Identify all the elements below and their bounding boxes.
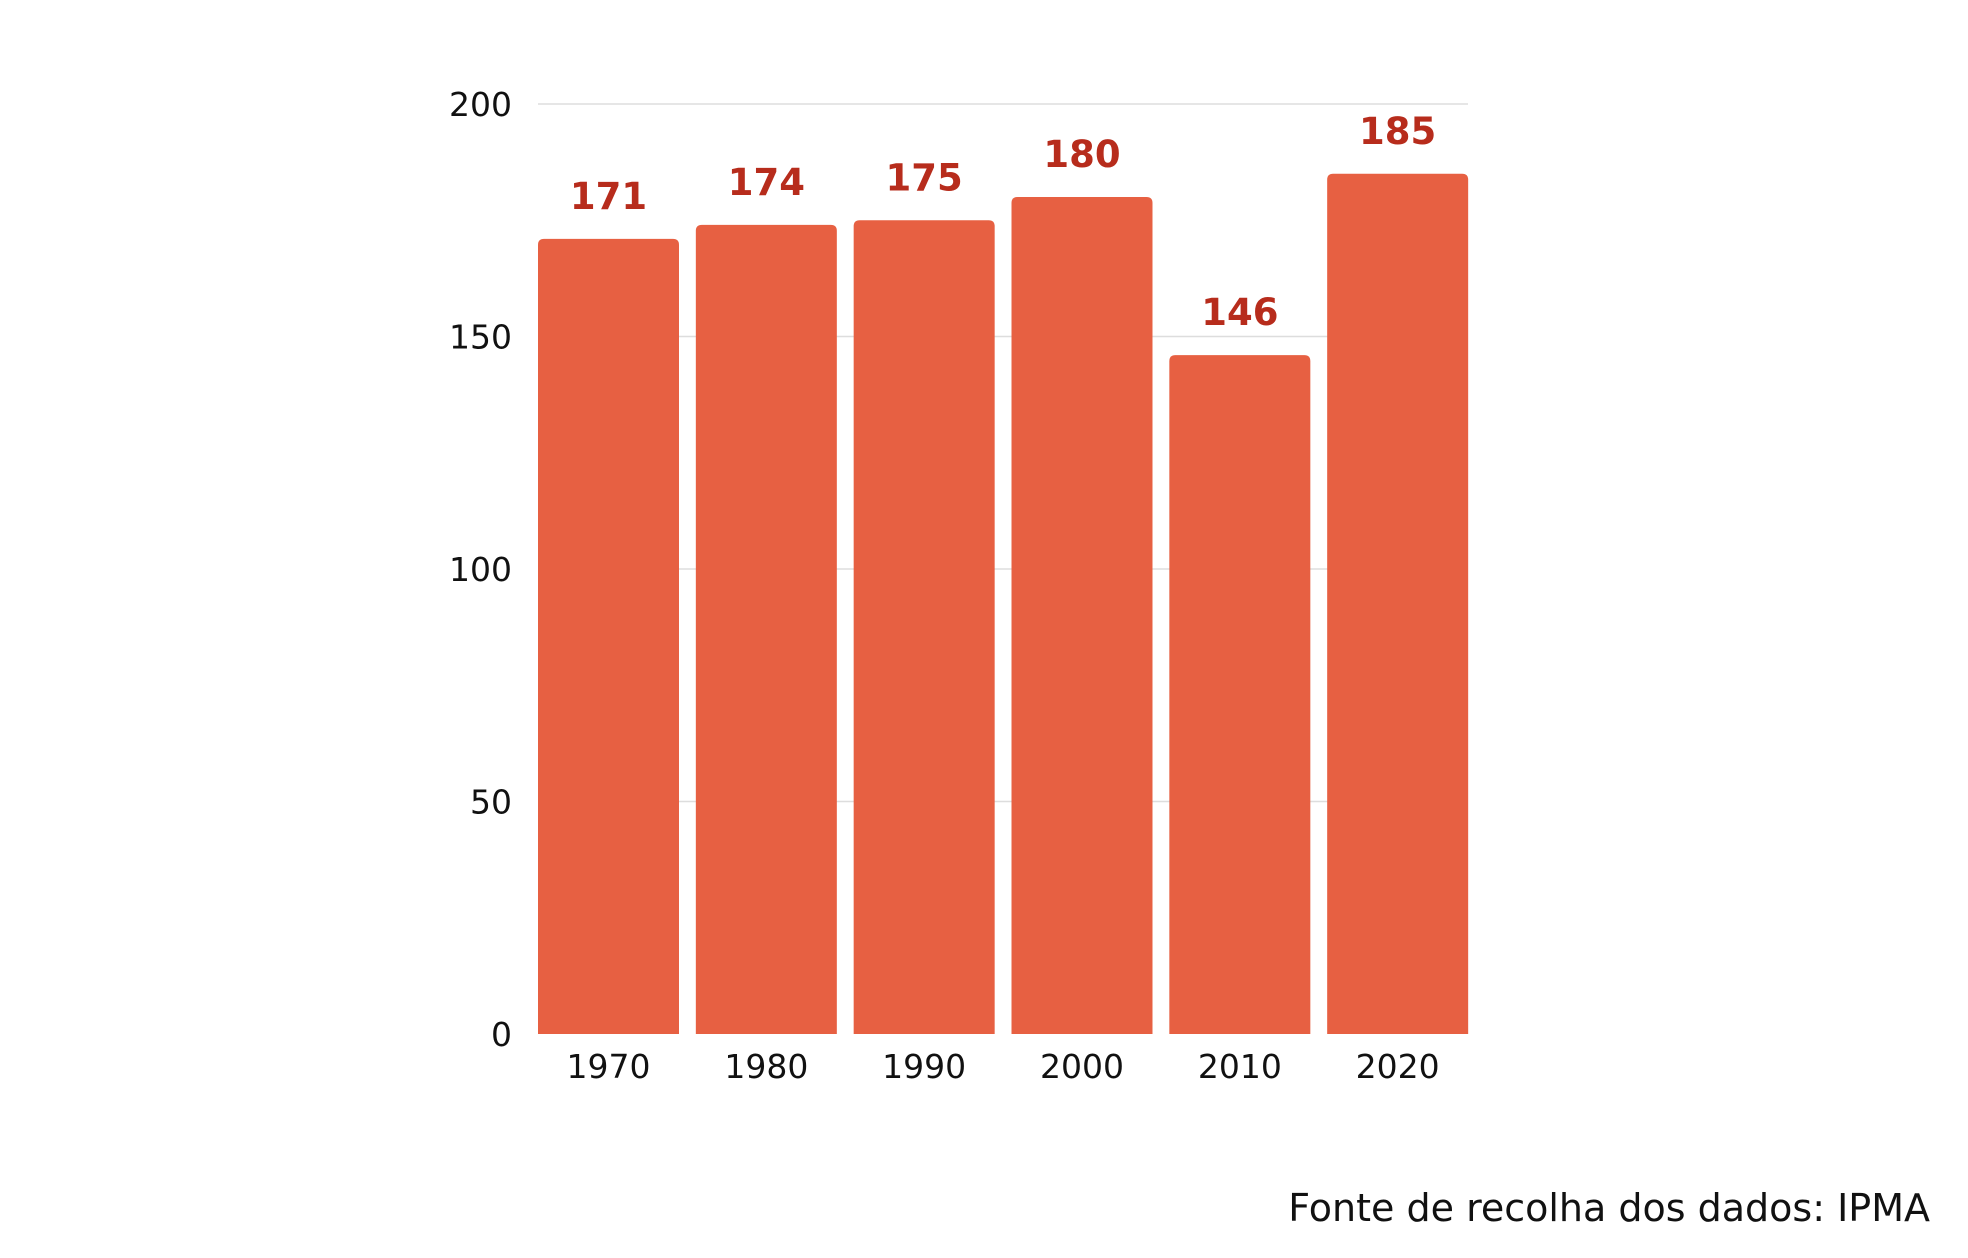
bar-2020 — [1327, 173, 1469, 1034]
data-labels: 171 174 175 180 146 185 — [570, 110, 1436, 334]
data-label-1980: 174 — [728, 161, 805, 204]
y-axis-ticks: 0 50 100 150 200 — [449, 85, 512, 1054]
y-tick-label-100: 100 — [449, 550, 512, 589]
bars — [538, 173, 1469, 1035]
y-tick-label-0: 0 — [491, 1015, 512, 1054]
x-tick-label-1980: 1980 — [724, 1047, 808, 1086]
data-label-1970: 171 — [570, 175, 647, 218]
bar-2010 — [1169, 355, 1311, 1035]
data-label-2010: 146 — [1201, 291, 1278, 334]
gridlines — [538, 103, 1468, 803]
data-label-1990: 175 — [886, 156, 963, 199]
bar-2000 — [1011, 197, 1153, 1034]
y-tick-label-200: 200 — [449, 85, 512, 124]
x-axis-ticks: 1970 1980 1990 2000 2010 2020 — [567, 1047, 1440, 1086]
bar-1990 — [853, 220, 995, 1034]
x-tick-label-2010: 2010 — [1198, 1047, 1282, 1086]
bar-1980 — [695, 224, 837, 1034]
x-tick-label-2000: 2000 — [1040, 1047, 1124, 1086]
x-tick-label-1990: 1990 — [882, 1047, 966, 1086]
bar-1970 — [538, 238, 679, 1035]
y-tick-label-50: 50 — [470, 783, 512, 822]
y-tick-label-150: 150 — [449, 318, 512, 357]
data-label-2000: 180 — [1043, 133, 1120, 176]
x-tick-label-2020: 2020 — [1356, 1047, 1440, 1086]
x-tick-label-1970: 1970 — [567, 1047, 651, 1086]
data-label-2020: 185 — [1359, 110, 1436, 153]
source-note: Fonte de recolha dos dados: IPMA — [1288, 1186, 1930, 1230]
